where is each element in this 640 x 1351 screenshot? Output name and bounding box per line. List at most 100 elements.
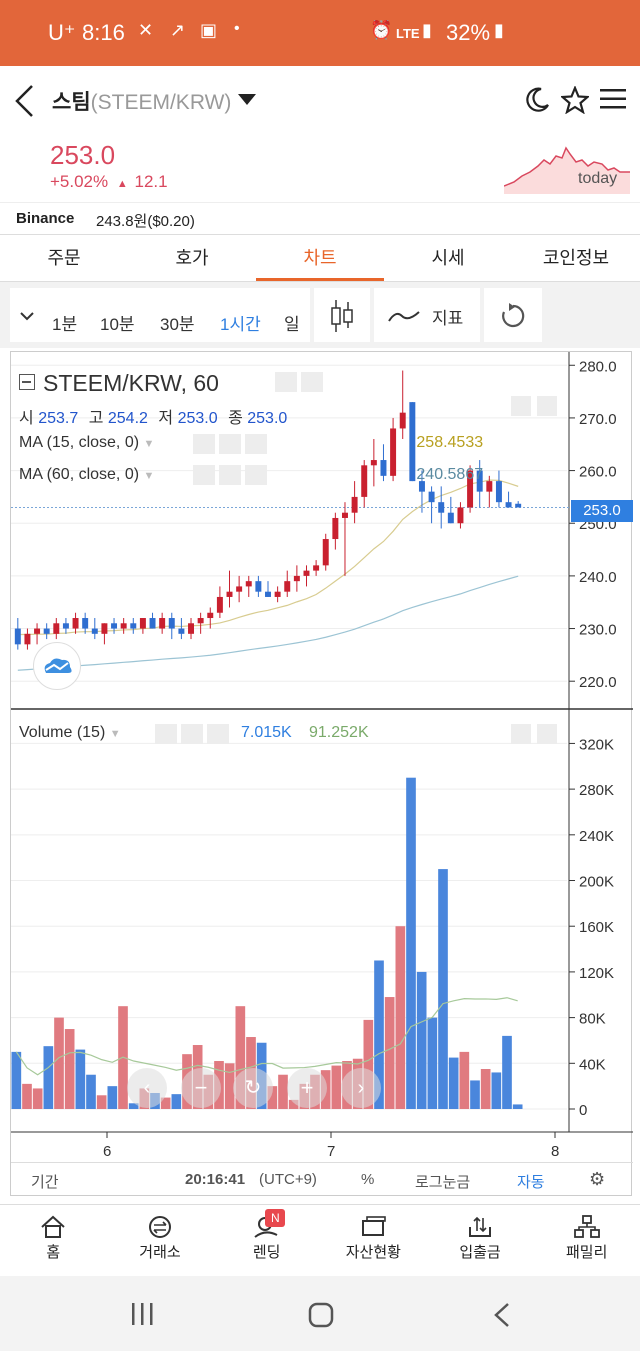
scroll-left-button[interactable]: ‹ [127,1068,167,1108]
scroll-right-button[interactable]: › [341,1068,381,1108]
candle [62,618,69,634]
tab-chart[interactable]: 차트 [256,235,384,281]
candle-body [236,586,243,592]
volume-bar [96,1095,107,1109]
log-scale-button[interactable]: 로그눈금 [415,1174,471,1191]
volume-bar [128,1103,139,1109]
chevron-down-icon[interactable] [20,312,34,321]
interval-30min[interactable]: 30분 [160,315,195,334]
candle [515,501,522,508]
nav-home[interactable]: 홈 [0,1205,107,1276]
open-label: 시 [19,410,34,427]
chevron-down-icon[interactable] [238,94,256,106]
timezone-button[interactable]: (UTC+9) [259,1171,317,1188]
zoom-out-button[interactable]: − [181,1068,221,1108]
tab-coin-info[interactable]: 코인정보 [542,248,610,268]
menu-icon[interactable] [600,88,626,110]
tab-market[interactable]: 시세 [431,248,465,268]
candle [447,496,454,524]
move-up-icon[interactable] [511,724,531,744]
night-mode-icon[interactable] [523,86,551,114]
reset-view-button[interactable]: ↻ [233,1068,273,1108]
recent-apps-icon[interactable] [130,1302,156,1326]
chevron-down-icon[interactable]: ▼ [109,728,121,740]
price-tick-label: 270.0 [579,411,617,428]
move-down-icon[interactable] [511,396,531,416]
gear-icon[interactable] [219,465,241,485]
percent-scale-button[interactable]: % [361,1171,375,1188]
eye-icon[interactable] [275,372,297,392]
volume-bar [235,1006,246,1109]
candle-body [14,628,21,645]
interval-10min[interactable]: 10분 [100,315,135,334]
chart-type-button[interactable] [314,288,370,342]
coin-title[interactable]: 스팀(STEEM/KRW) [52,86,231,116]
interval-1hour[interactable]: 1시간 [220,315,261,334]
collapse-icon[interactable] [19,374,35,390]
volume-bar [448,1057,459,1109]
volume-bar [459,1051,470,1109]
trading-chart[interactable]: 280.0 270.0 260.0 250.0 240.0 230.0 220.0 320K… [10,351,633,1196]
zoom-in-button[interactable]: + [287,1068,327,1108]
nav-lending[interactable]: 렌딩 N [213,1205,320,1276]
interval-1min[interactable]: 1분 [52,315,78,334]
candle [390,417,397,482]
eye-icon[interactable] [193,434,215,454]
close-icon[interactable] [245,434,267,454]
settings-gear-icon[interactable]: ⚙ [589,1169,606,1189]
back-icon[interactable] [12,84,36,118]
candle-body [361,465,368,497]
ma60-label: MA (60, close, 0) [19,466,140,483]
favorite-star-icon[interactable] [561,86,589,114]
gear-icon[interactable] [301,372,323,392]
back-nav-icon[interactable] [492,1302,512,1328]
refresh-button[interactable] [484,288,542,342]
bottom-nav: 홈 거래소 렌딩 N 자산현황 입출금 패밀리 [0,1204,640,1276]
gear-icon[interactable] [181,724,203,744]
nav-family[interactable]: 패밀리 [533,1205,640,1276]
high-label: 고 [88,410,104,427]
nav-exchange[interactable]: 거래소 [107,1205,214,1276]
nav-deposit-withdraw[interactable]: 입출금 [427,1205,534,1276]
move-bottom-icon[interactable] [537,396,557,416]
tab-orderbook[interactable]: 호가 [175,248,209,268]
ma15-legend: MA (15, close, 0) ▼ 258.4533 [19,434,483,452]
volume-tick-label: 120K [579,965,614,982]
candle [14,618,21,650]
auto-scale-button[interactable]: 자동 [517,1174,545,1191]
chevron-down-icon[interactable]: ▼ [143,438,155,450]
volume-bar [43,1046,54,1109]
eye-icon[interactable] [155,724,177,744]
open-value: 253.7 [38,410,79,427]
interval-day[interactable]: 일 [284,315,300,334]
candle-body [495,481,502,503]
battery-level: 32% [446,20,491,45]
period-button[interactable]: 기간 [31,1174,59,1191]
candle [476,460,483,508]
battery-icon: ▮ [494,20,504,40]
price-tick-label: 220.0 [579,674,617,691]
volume-label: Volume (15) [19,724,106,741]
ma60-legend: MA (60, close, 0) ▼ 240.5867 [19,466,483,484]
change-amount: 12.1 [134,172,168,191]
eye-icon[interactable] [193,465,215,485]
home-button-icon[interactable] [308,1302,336,1328]
candle-body [24,633,31,645]
volume-bar [384,997,395,1109]
volume-bar [438,869,448,1109]
gear-icon[interactable] [219,434,241,454]
volume-bar [374,960,384,1109]
close-icon[interactable] [245,465,267,485]
close-icon[interactable] [207,724,229,744]
sparkline [504,146,630,194]
move-top-icon[interactable] [537,724,557,744]
chevron-down-icon[interactable]: ▼ [143,470,155,482]
volume-bar [224,1063,235,1109]
tab-order[interactable]: 주문 [47,248,81,268]
cloud-logo-icon [44,658,72,673]
candle [236,575,243,603]
indicator-button[interactable]: 지표 [374,288,480,342]
nav-assets[interactable]: 자산현황 [320,1205,427,1276]
system-nav-bar [0,1276,640,1351]
candle [438,486,445,529]
